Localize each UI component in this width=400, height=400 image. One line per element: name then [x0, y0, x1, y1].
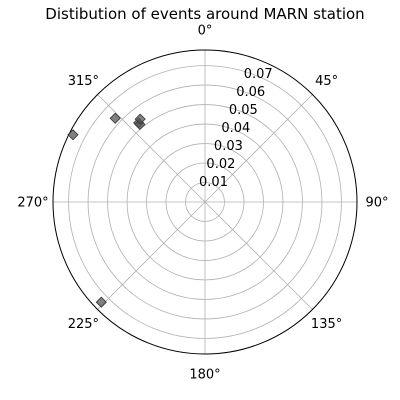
data-point-marker: [109, 112, 121, 124]
data-point-marker: [134, 113, 146, 125]
angular-gridline: [204, 94, 313, 203]
radial-tick-label: 0.07: [244, 67, 273, 82]
polar-grid: [53, 50, 357, 354]
theta-tick-label: 180°: [189, 368, 220, 383]
data-point-marker: [95, 296, 107, 308]
radial-tick-labels: 0.01 0.02 0.03 0.04 0.05 0.06 0.07: [199, 67, 273, 190]
theta-tick-labels: 0° 45° 90° 135° 180° 225° 270° 315°: [17, 24, 388, 383]
theta-tick-label: 315°: [68, 74, 99, 89]
radial-tick-label: 0.01: [199, 175, 228, 190]
angular-gridline: [204, 201, 313, 310]
chart-title: Distibution of events around MARN statio…: [45, 5, 364, 23]
angular-gridline: [97, 201, 206, 310]
theta-tick-label: 0°: [198, 24, 213, 39]
data-point-marker: [67, 129, 79, 141]
theta-tick-label: 45°: [315, 74, 338, 89]
radial-tick-label: 0.03: [214, 139, 243, 154]
data-points: [67, 112, 146, 308]
theta-tick-label: 135°: [311, 317, 342, 332]
radial-tick-label: 0.05: [229, 103, 258, 118]
theta-tick-label: 270°: [17, 196, 48, 211]
theta-tick-label: 225°: [68, 317, 99, 332]
theta-tick-label: 90°: [365, 196, 388, 211]
radial-tick-label: 0.02: [206, 157, 235, 172]
angular-gridline: [97, 94, 206, 203]
radial-tick-label: 0.04: [221, 121, 250, 136]
radial-tick-label: 0.06: [236, 85, 265, 100]
polar-spine-circle: [52, 49, 358, 355]
polar-spine: [52, 49, 358, 355]
